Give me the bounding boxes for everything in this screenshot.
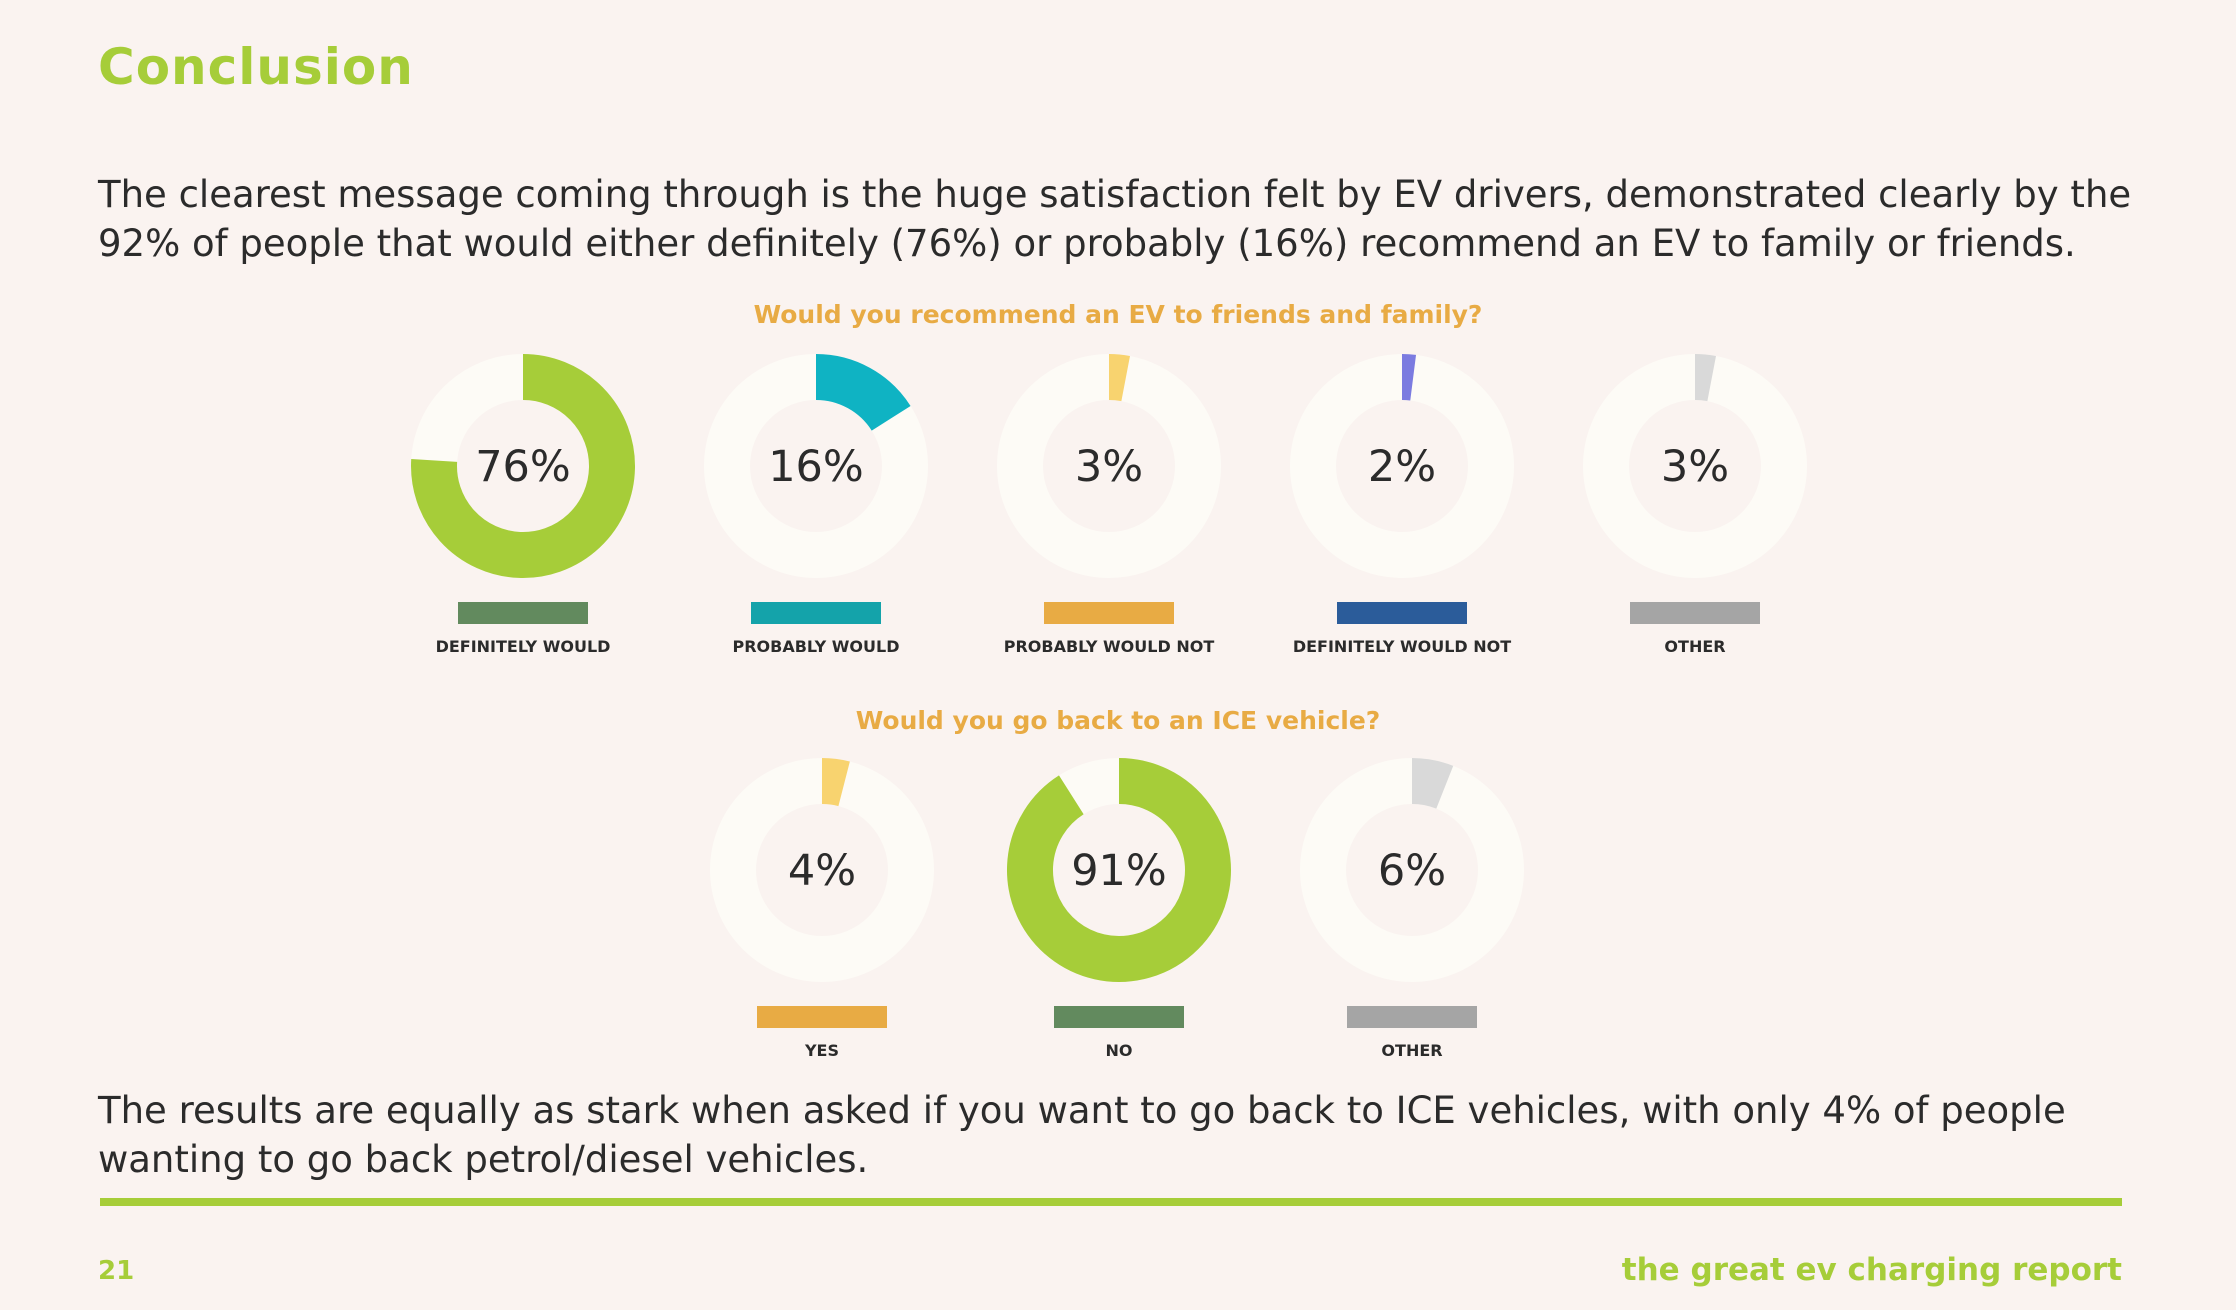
donut-0-probably-would-not: 3% PROBABLY WOULD NOT	[997, 354, 1221, 656]
legend-swatch	[1054, 1006, 1184, 1028]
chart-title-ice: Would you go back to an ICE vehicle?	[855, 706, 1381, 735]
donut-1-yes: 4% YES	[710, 758, 934, 1060]
donut-0-other: 3% OTHER	[1583, 354, 1807, 656]
donut-value-label: 91%	[1071, 846, 1167, 896]
legend-label: DEFINITELY WOULD NOT	[1293, 637, 1511, 656]
legend-label: DEFINITELY WOULD	[436, 637, 611, 656]
legend-label: OTHER	[1664, 637, 1725, 656]
legend-swatch	[1347, 1006, 1477, 1028]
legend-swatch	[751, 602, 881, 624]
donut-0-probably-would: 16% PROBABLY WOULD	[704, 354, 928, 656]
legend-label: YES	[804, 1041, 839, 1060]
page-title: Conclusion	[98, 38, 414, 96]
donut-slice	[1694, 354, 1716, 402]
page-number: 21	[98, 1256, 135, 1286]
legend-swatch	[1337, 602, 1467, 624]
donut-slice	[821, 758, 850, 807]
divider-rule	[100, 1198, 2122, 1206]
donut-value-label: 76%	[475, 442, 571, 492]
donut-slice	[1007, 758, 1231, 982]
outro-paragraph: The results are equally as stark when as…	[98, 1089, 2066, 1181]
donut-value-label: 16%	[768, 442, 864, 492]
donut-slice	[411, 354, 635, 578]
donut-0-definitely-would-not: 2% DEFINITELY WOULD NOT	[1290, 353, 1514, 656]
legend-label: PROBABLY WOULD	[733, 637, 900, 656]
donut-1-no: 91% NO	[1007, 758, 1231, 1060]
intro-paragraph: The clearest message coming through is t…	[98, 173, 2132, 265]
donut-slice	[1401, 353, 1417, 401]
legend-swatch	[1630, 602, 1760, 624]
donut-value-label: 4%	[788, 846, 856, 896]
donut-1-other: 6% OTHER	[1300, 758, 1524, 1060]
donut-value-label: 3%	[1661, 442, 1729, 492]
chart-title-recommend: Would you recommend an EV to friends and…	[753, 300, 1483, 329]
legend-label: PROBABLY WOULD NOT	[1004, 637, 1215, 656]
legend-label: NO	[1106, 1041, 1133, 1060]
donut-slice	[1411, 758, 1454, 809]
donut-0-definitely-would: 76% DEFINITELY WOULD	[411, 354, 635, 656]
report-name: the great ev charging report	[1621, 1252, 2122, 1288]
legend-swatch	[458, 602, 588, 624]
donut-value-label: 3%	[1075, 442, 1143, 492]
legend-swatch	[1044, 602, 1174, 624]
legend-swatch	[757, 1006, 887, 1028]
donut-slice	[815, 354, 911, 432]
donut-value-label: 2%	[1368, 442, 1436, 492]
donut-slice	[1108, 354, 1130, 402]
legend-label: OTHER	[1381, 1041, 1442, 1060]
donut-value-label: 6%	[1378, 846, 1446, 896]
